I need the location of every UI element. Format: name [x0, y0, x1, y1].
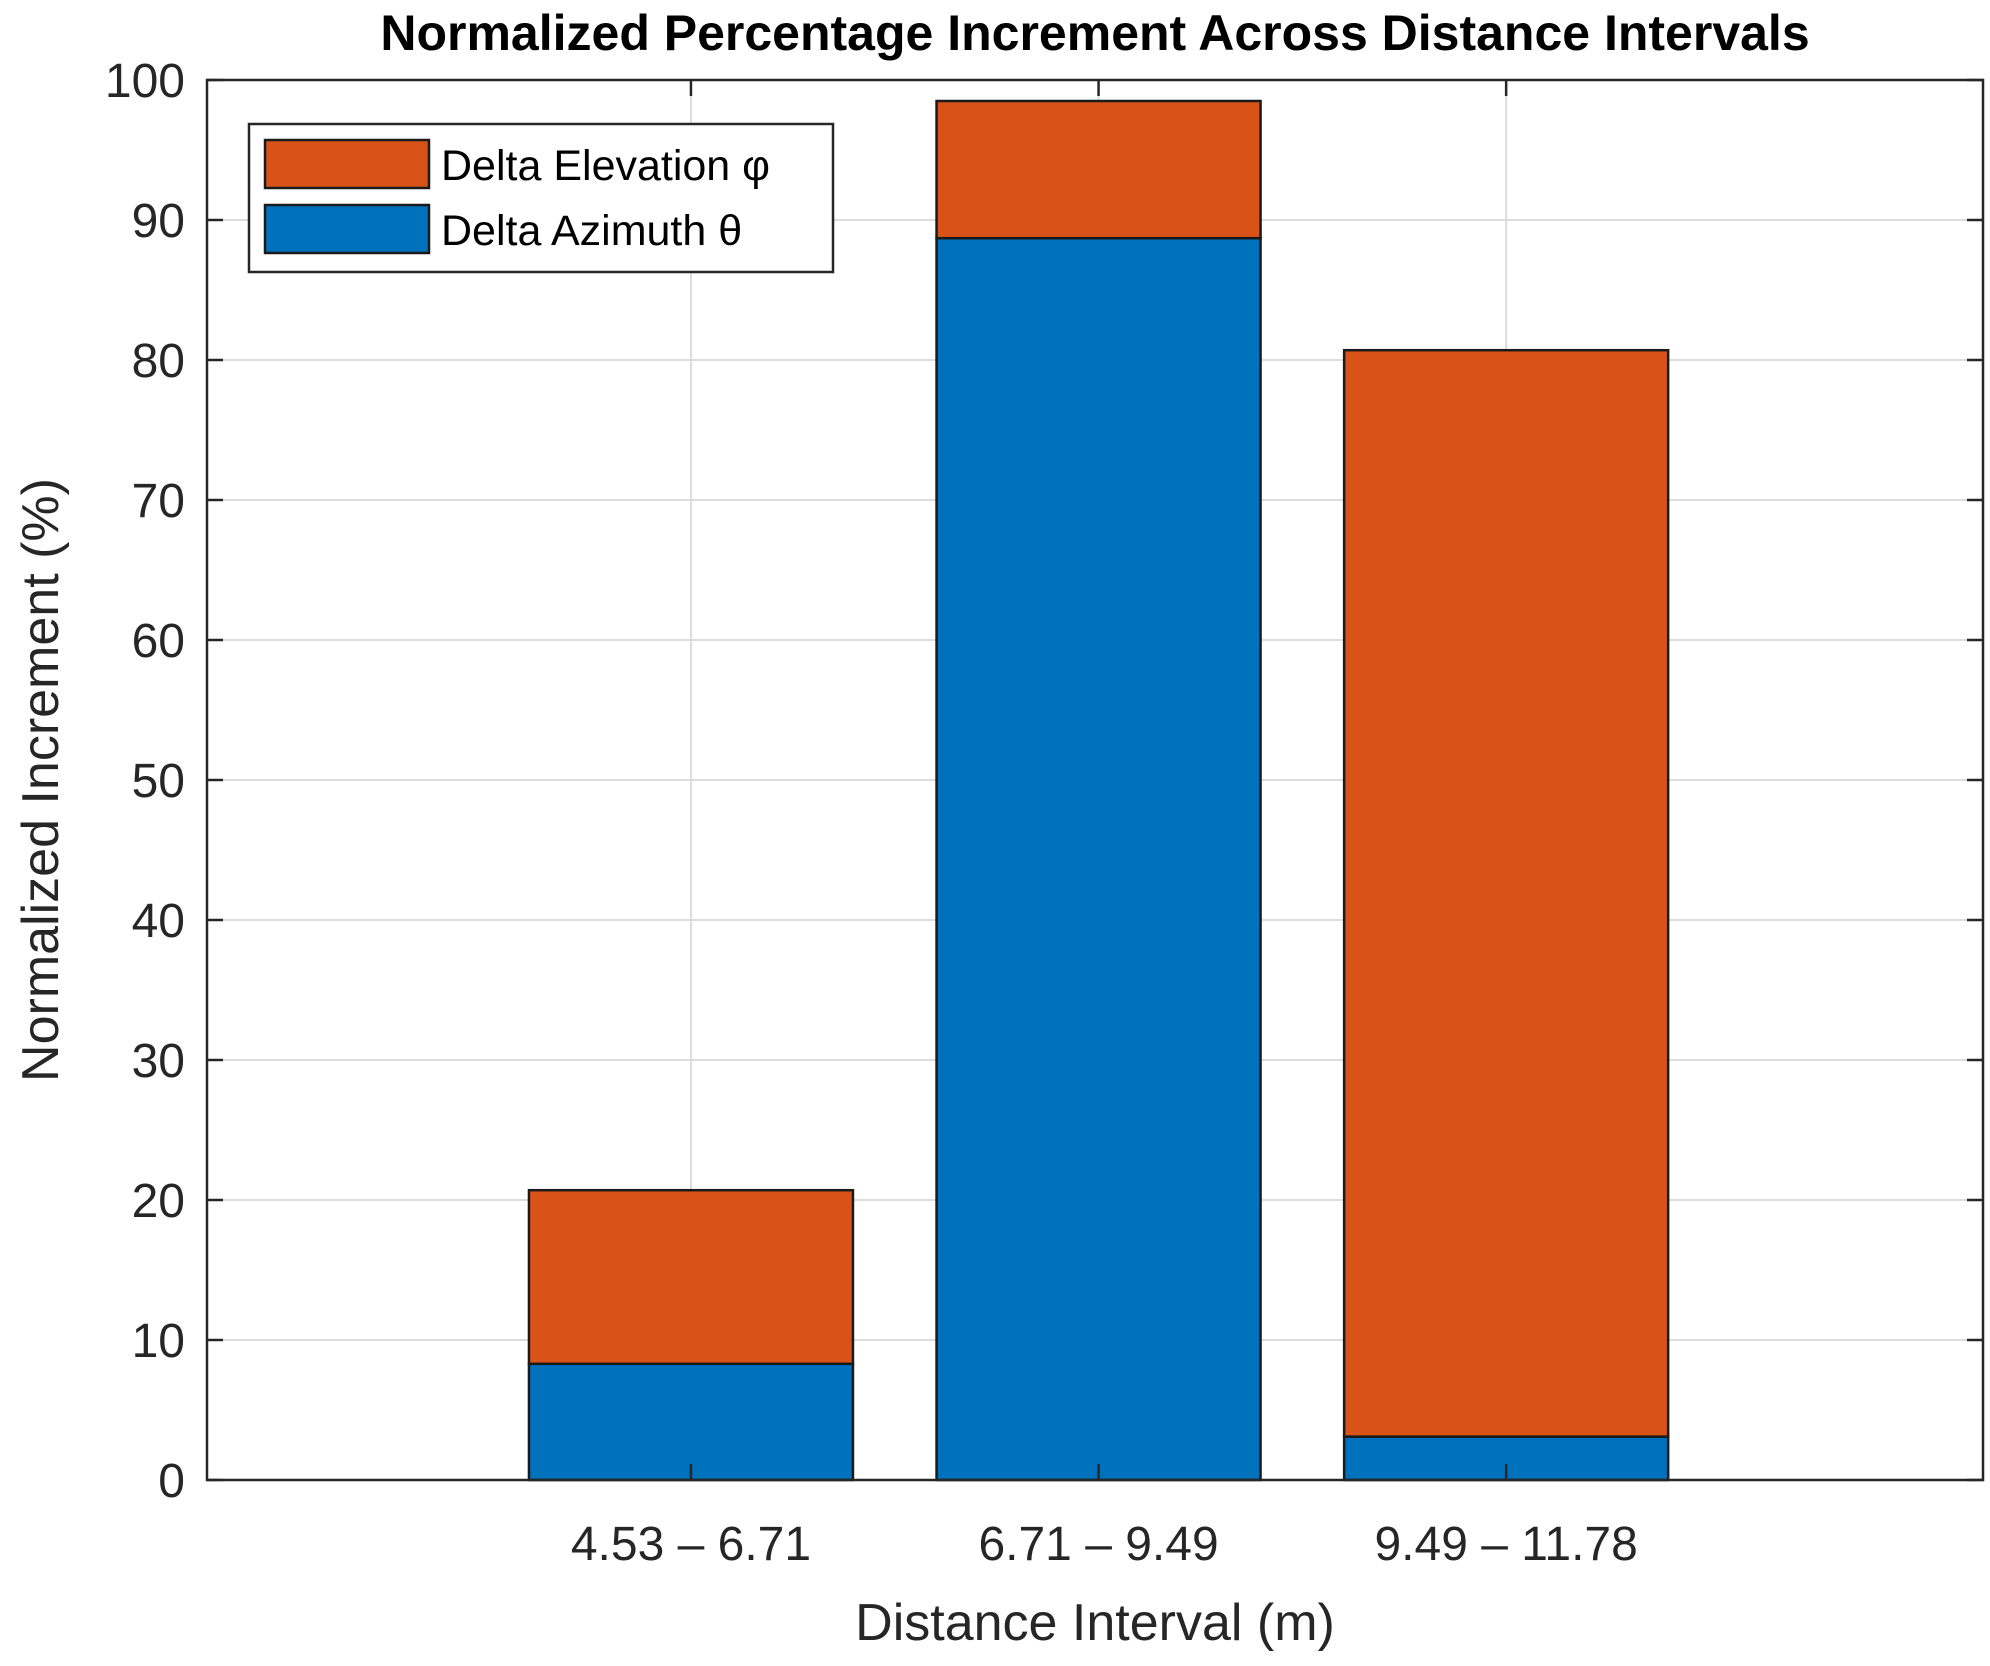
y-tick-label: 70: [132, 475, 185, 528]
tick-marks: [207, 78, 1983, 1482]
y-axis-label: Normalized Increment (%): [12, 478, 70, 1082]
x-axis-label: Distance Interval (m): [855, 1594, 1335, 1652]
bar-segment-azimuth-1: [527, 1362, 855, 1482]
y-tick-label: 40: [132, 895, 185, 948]
y-tick-label: 100: [105, 55, 185, 108]
x-tick-label: 6.71 – 9.49: [978, 1518, 1218, 1571]
legend: Delta Elevation φ Delta Azimuth θ: [247, 122, 835, 274]
y-tick-label: 20: [132, 1175, 185, 1228]
bars: [527, 99, 1670, 1482]
x-tick-label: 9.49 – 11.78: [1374, 1518, 1637, 1571]
y-tick-label: 30: [132, 1035, 185, 1088]
bar-segment-elevation-3: [1342, 348, 1670, 1438]
legend-label: Delta Elevation φ: [441, 142, 770, 190]
x-tick-labels: 4.53 – 6.71 6.71 – 9.49 9.49 – 11.78: [571, 1518, 1638, 1571]
x-tick-label: 4.53 – 6.71: [571, 1518, 811, 1571]
bar-segment-elevation-1: [527, 1188, 855, 1366]
y-tick-label: 80: [132, 335, 185, 388]
y-tick-labels: 0 10 20 30 40 50 60 70 80 90 100: [105, 55, 185, 1508]
y-tick-label: 90: [132, 195, 185, 248]
legend-swatch: [263, 138, 431, 190]
bar-segment-elevation-2: [935, 99, 1262, 240]
legend-swatch: [263, 203, 431, 255]
y-tick-label: 50: [132, 755, 185, 808]
bar-segment-azimuth-2: [935, 236, 1262, 1482]
legend-label: Delta Azimuth θ: [441, 207, 742, 255]
y-tick-label: 60: [132, 615, 185, 668]
y-tick-label: 10: [132, 1315, 185, 1368]
y-tick-label: 0: [158, 1455, 185, 1508]
chart-title: Normalized Percentage Increment Across D…: [380, 5, 1809, 61]
